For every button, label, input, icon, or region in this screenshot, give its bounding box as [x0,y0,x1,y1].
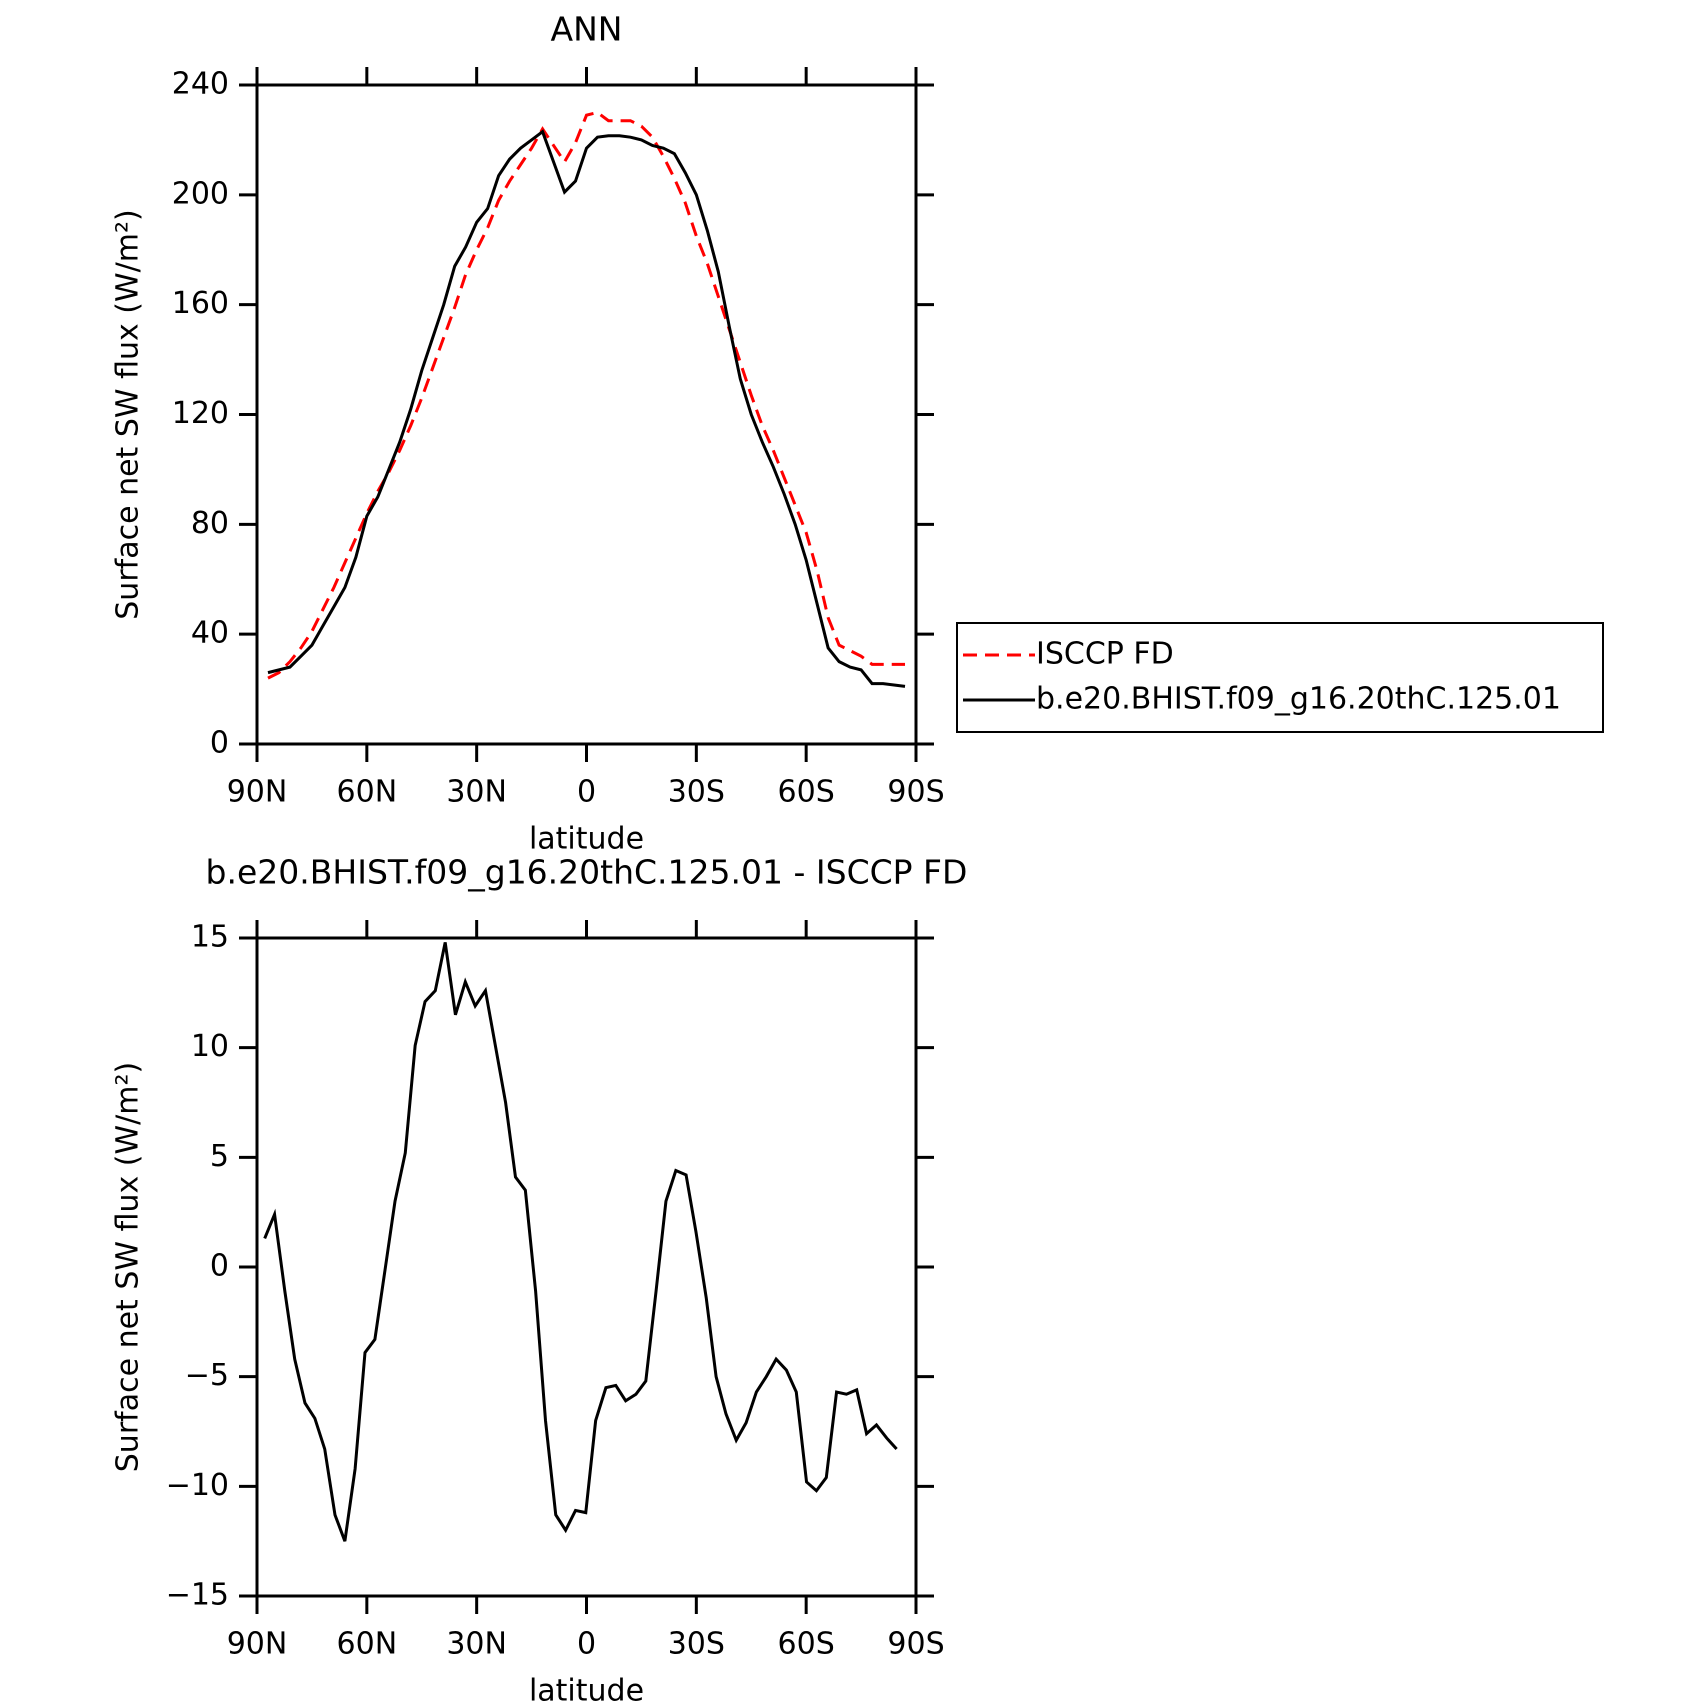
y-axis-label: Surface net SW flux (W/m²) [111,209,146,619]
x-tick-label: 60S [778,775,835,810]
x-tick-label: 90S [887,1627,944,1662]
x-tick-label: 0 [577,775,596,810]
y-tick-label: 10 [191,1029,229,1064]
y-tick-label: 0 [210,1249,229,1284]
y-tick-label: 0 [210,726,229,761]
legend-box [956,622,1604,733]
y-tick-label: 160 [172,286,229,321]
x-tick-label: 60N [337,775,398,810]
y-tick-label: 80 [191,506,229,541]
legend-label: ISCCP FD [1036,637,1174,672]
data-line [267,129,906,688]
y-tick-label: 200 [172,176,229,211]
x-tick-label: 30N [446,1627,507,1662]
x-tick-label: 60N [337,1627,398,1662]
y-axis-label: Surface net SW flux (W/m²) [111,1062,146,1472]
x-tick-label: 90N [227,1627,288,1662]
x-tick-label: 90N [227,775,288,810]
x-tick-label: 0 [577,1627,596,1662]
data-line [263,942,898,1542]
y-tick-label: 120 [172,396,229,431]
data-line [267,110,906,680]
y-tick-label: 5 [210,1139,229,1174]
x-tick-label: 60S [778,1627,835,1662]
x-axis-label: latitude [529,1674,644,1708]
y-tick-label: 15 [191,920,229,955]
chart-title: ANN [551,10,623,49]
x-tick-label: 30S [668,1627,725,1662]
x-tick-label: 90S [887,775,944,810]
plot-frame [255,83,918,746]
x-tick-label: 30S [668,775,725,810]
plot-frame [255,936,918,1598]
y-tick-label: −5 [185,1358,229,1393]
y-tick-label: 240 [172,67,229,102]
y-tick-label: 40 [191,616,229,651]
x-axis-label: latitude [529,822,644,857]
y-tick-label: −15 [166,1578,229,1613]
x-tick-label: 30N [446,775,507,810]
chart-title: b.e20.BHIST.f09_g16.20thC.125.01 - ISCCP… [206,853,968,892]
legend-label: b.e20.BHIST.f09_g16.20thC.125.01 [1036,682,1561,717]
y-tick-label: −10 [166,1468,229,1503]
